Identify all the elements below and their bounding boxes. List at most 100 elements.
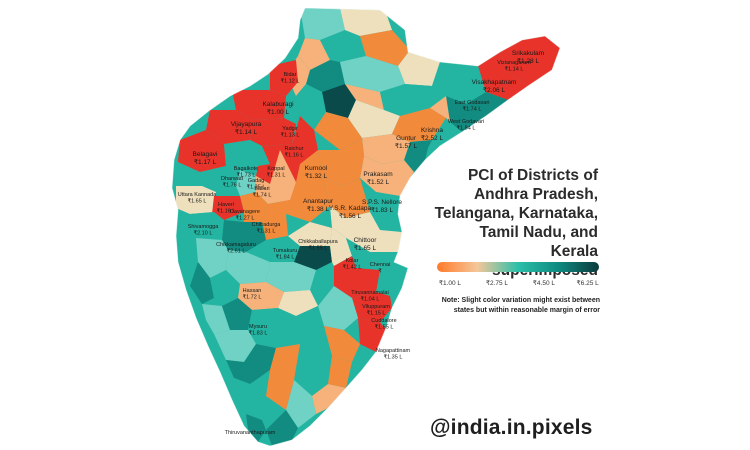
district-value: ₹1.16 L [217, 208, 236, 215]
district-region [210, 270, 238, 306]
district-region [312, 384, 346, 414]
district-name: Shivamogga [188, 224, 220, 230]
district-name: East Godavari [455, 100, 490, 106]
district-region [318, 286, 358, 330]
district-region [222, 220, 266, 252]
district-name: Srikakulam [512, 50, 544, 57]
district-region [226, 344, 276, 384]
district-value: ₹1.17 L [194, 158, 217, 166]
district-label: Chikkaballapura₹1.55 L [298, 239, 338, 252]
district-value: ₹1.57 L [395, 142, 418, 150]
district-region [404, 140, 432, 172]
district-region [238, 282, 284, 310]
district-region [288, 222, 332, 246]
district-name: West Godavari [448, 119, 484, 125]
district-value: ₹1.56 L [339, 212, 362, 220]
district-value: ₹2.61 L [227, 248, 246, 255]
district-label: Chikkamagaluru₹2.61 L [216, 242, 256, 255]
district-name: Guntur [396, 135, 417, 142]
district-value: ₹1.65 L [188, 198, 207, 205]
district-region [306, 60, 345, 92]
district-region [392, 108, 446, 142]
legend-ticks: ₹1.00 L ₹2.75 L ₹4.50 L ₹6.25 L [437, 279, 599, 289]
district-label: Hassan₹1.72 L [243, 288, 262, 301]
district-label: Shivamogga₹2.10 L [188, 224, 220, 237]
district-label: Tiruvannamalai₹1.04 L [351, 290, 388, 303]
variation-note: Note: Slight color variation might exist… [441, 297, 600, 314]
district-name: Dharwad [221, 176, 243, 182]
district-label: West Godavari₹1.84 L [448, 119, 484, 132]
district-label: Visakhapatnam₹2.06 L [472, 79, 517, 94]
district-value: ₹1.00 L [267, 108, 290, 116]
district-value: ₹1.74 L [463, 106, 482, 113]
map-title: PCI of Districts of Andhra Pradesh, Tela… [428, 166, 598, 280]
district-value: ₹1.52 L [367, 178, 390, 186]
district-label: Vizianagaram₹1.14 L [497, 60, 531, 73]
district-value: ₹1.16 L [285, 152, 304, 159]
district-label: Guntur₹1.57 L [395, 135, 418, 150]
district-region [190, 212, 224, 240]
district-value: ₹1.73 L [237, 172, 256, 179]
district-region [352, 292, 392, 322]
district-label: Viluppuram₹1.15 L [362, 304, 390, 317]
district-region [348, 100, 400, 138]
district-region [226, 250, 270, 284]
author-handle: @india.in.pixels [430, 416, 593, 439]
district-name: Chikkamagaluru [216, 242, 256, 248]
district-name: Yadgir [282, 126, 298, 132]
district-label: Chitradurga₹1.31 L [252, 222, 282, 235]
district-value: ₹1.14 L [505, 66, 524, 73]
district-name: Vijayapura [231, 121, 262, 128]
district-region [256, 150, 296, 204]
district-region [328, 356, 352, 388]
district-name: Cuddalore [371, 318, 396, 324]
district-label: S.P.S. Nellore₹1.83 L [362, 199, 402, 214]
district-name: Gadag [248, 178, 265, 184]
district-region [346, 238, 398, 270]
district-region [262, 200, 290, 240]
district-region [340, 56, 405, 92]
district-region [322, 84, 356, 118]
district-value: ₹1.15 L [367, 310, 386, 317]
district-region [236, 170, 256, 196]
district-label: Belagavi₹1.17 L [193, 151, 218, 166]
district-name: Visakhapatnam [472, 79, 517, 86]
district-region [178, 130, 226, 172]
district-label: Prakasam₹1.52 L [363, 171, 392, 186]
district-name: Tiruvannamalai [351, 290, 388, 296]
district-name: Raichur [285, 146, 304, 152]
district-value: ₹2.52 L [421, 134, 444, 142]
district-region [296, 306, 332, 362]
district-region [296, 84, 326, 130]
district-name: Uttara Kannada [178, 192, 217, 198]
district-label: Bagalkote₹1.73 L [234, 166, 258, 179]
district-region [246, 414, 266, 442]
district-name: Haveri [218, 202, 234, 208]
district-region [446, 92, 508, 132]
district-name: Viluppuram [362, 304, 390, 310]
district-name: Belagavi [193, 151, 218, 158]
district-region [190, 262, 214, 304]
district-label: East Godavari₹1.74 L [455, 100, 490, 113]
district-region [206, 110, 252, 144]
district-value: ₹1.35 L [247, 184, 266, 191]
district-value: ₹2.06 L [483, 86, 506, 94]
district-label: Dharwad₹1.76 L [221, 176, 243, 189]
district-label: Nagapattinam₹1.35 L [376, 348, 411, 361]
district-value: ₹1.55 L [375, 324, 394, 331]
district-name: Davanagere [230, 209, 260, 215]
legend-tick: ₹1.00 L [438, 280, 462, 287]
district-name: Krishna [421, 127, 443, 134]
district-region [300, 8, 345, 40]
district-name: Chittoor [354, 237, 378, 244]
district-label: Thiruvananthapuram [225, 430, 276, 436]
district-name: Chikkaballapura [298, 239, 338, 245]
district-name: Nagapattinam [376, 348, 411, 354]
title-line: PCI of Districts of [467, 167, 598, 184]
district-region [222, 298, 252, 330]
district-label: Srikakulam₹1.28 L [512, 50, 544, 65]
district-region [360, 178, 402, 232]
district-name: Kolar [346, 258, 359, 264]
district-label: Cuddalore₹1.55 L [371, 318, 396, 331]
